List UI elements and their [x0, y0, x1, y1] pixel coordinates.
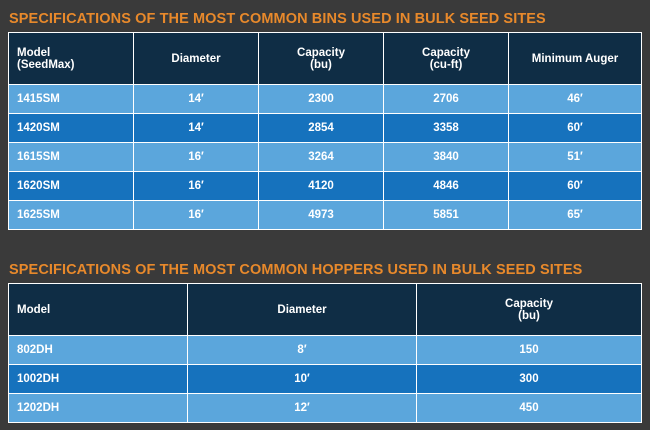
col-header-capacity-bu: Capacity (bu): [258, 32, 384, 85]
cell-model: 1202DH: [8, 393, 188, 423]
cell-diameter: 16′: [133, 142, 259, 172]
cell-capacity-cuft: 5851: [383, 200, 509, 230]
cell-min-auger: 65′: [508, 200, 642, 230]
cell-model: 1420SM: [8, 113, 134, 143]
cell-model: 1620SM: [8, 171, 134, 201]
cell-min-auger: 60′: [508, 171, 642, 201]
table-row: 1615SM 16′ 3264 3840 51′: [8, 142, 642, 172]
cell-capacity-bu: 2300: [258, 84, 384, 114]
col-header-diameter: Diameter: [133, 32, 259, 85]
cell-diameter: 16′: [133, 171, 259, 201]
col-header-capacity-cuft-line2: (cu-ft): [429, 58, 463, 71]
cell-capacity-cuft: 3358: [383, 113, 509, 143]
cell-capacity-bu: 3264: [258, 142, 384, 172]
cell-model: 802DH: [8, 335, 188, 365]
table-row: 1620SM 16′ 4120 4846 60′: [8, 171, 642, 201]
col-header-capacity-line1: Capacity: [505, 297, 553, 310]
cell-capacity: 450: [416, 393, 642, 423]
cell-diameter: 14′: [133, 84, 259, 114]
cell-min-auger: 51′: [508, 142, 642, 172]
cell-min-auger: 60′: [508, 113, 642, 143]
cell-capacity-cuft: 3840: [383, 142, 509, 172]
bins-spec-table: Model (SeedMax) Diameter Capacity (bu) C…: [8, 32, 642, 230]
col-header-min-auger: Minimum Auger: [508, 32, 642, 85]
table-row: 1202DH 12′ 450: [8, 393, 642, 423]
cell-diameter: 10′: [187, 364, 417, 394]
cell-diameter: 8′: [187, 335, 417, 365]
cell-capacity: 150: [416, 335, 642, 365]
col-header-model: Model (SeedMax): [8, 32, 134, 85]
col-header-capacity-cuft-line1: Capacity: [422, 46, 470, 59]
cell-model: 1415SM: [8, 84, 134, 114]
cell-capacity-bu: 2854: [258, 113, 384, 143]
cell-capacity-bu: 4973: [258, 200, 384, 230]
col-header-capacity-line2: (bu): [518, 309, 540, 322]
bins-section-title: SPECIFICATIONS OF THE MOST COMMON BINS U…: [9, 11, 546, 27]
col-header-model-line1: Model: [17, 46, 51, 59]
col-header-model: Model: [8, 283, 188, 336]
col-header-capacity: Capacity (bu): [416, 283, 642, 336]
cell-diameter: 16′: [133, 200, 259, 230]
cell-capacity-cuft: 4846: [383, 171, 509, 201]
cell-capacity-bu: 4120: [258, 171, 384, 201]
cell-capacity: 300: [416, 364, 642, 394]
col-header-model-line2: (SeedMax): [17, 58, 75, 71]
col-header-diameter: Diameter: [187, 283, 417, 336]
table-header-row: Model (SeedMax) Diameter Capacity (bu) C…: [8, 32, 642, 85]
col-header-capacity-cuft: Capacity (cu-ft): [383, 32, 509, 85]
hoppers-section-title: SPECIFICATIONS OF THE MOST COMMON HOPPER…: [9, 262, 583, 278]
cell-model: 1002DH: [8, 364, 188, 394]
table-row: 1415SM 14′ 2300 2706 46′: [8, 84, 642, 114]
col-header-capacity-bu-line1: Capacity: [297, 46, 345, 59]
cell-capacity-cuft: 2706: [383, 84, 509, 114]
hoppers-spec-table: Model Diameter Capacity (bu) 802DH 8′ 15…: [8, 283, 642, 423]
table-row: 1420SM 14′ 2854 3358 60′: [8, 113, 642, 143]
col-header-capacity-bu-line2: (bu): [310, 58, 332, 71]
cell-diameter: 12′: [187, 393, 417, 423]
cell-model: 1625SM: [8, 200, 134, 230]
cell-min-auger: 46′: [508, 84, 642, 114]
table-row: 802DH 8′ 150: [8, 335, 642, 365]
table-row: 1625SM 16′ 4973 5851 65′: [8, 200, 642, 230]
cell-model: 1615SM: [8, 142, 134, 172]
cell-diameter: 14′: [133, 113, 259, 143]
table-row: 1002DH 10′ 300: [8, 364, 642, 394]
table-header-row: Model Diameter Capacity (bu): [8, 283, 642, 336]
